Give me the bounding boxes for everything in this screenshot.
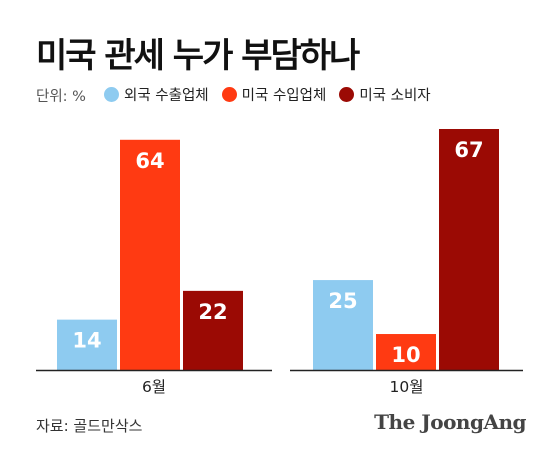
chart-title: 미국 관세 누가 부담하나 [36, 36, 360, 76]
bar-value-label-1-2: 67 [454, 138, 483, 162]
bar-1-2 [439, 129, 499, 370]
legend-label-us-importers: 미국 수입업체 [241, 88, 327, 104]
category-label-1: 10월 [390, 378, 424, 396]
legend-swatch-us-consumers [339, 87, 355, 102]
legend-swatch-foreign-exporters [104, 87, 119, 102]
legend-label-us-consumers: 미국 소비자 [359, 88, 431, 104]
bar-0-1 [120, 139, 180, 370]
bar-1-1 [376, 334, 436, 370]
category-label-0: 6월 [142, 378, 166, 396]
bar-value-label-1-1: 10 [391, 343, 420, 367]
legend-item-foreign-exporters: 외국 수출업체 [104, 84, 209, 105]
legend-item-us-consumers: 미국 소비자 [339, 84, 431, 105]
legend-item-us-importers: 미국 수입업체 [221, 84, 327, 105]
brand-logo: The JoongAng [374, 410, 526, 434]
source-note: 자료: 골드만삭스 [36, 417, 143, 435]
bar-value-label-1-0: 25 [328, 289, 357, 313]
legend: 외국 수출업체 미국 수입업체 미국 소비자 [104, 84, 444, 105]
bar-0-2 [183, 290, 243, 370]
legend-swatch-us-importers [221, 87, 237, 102]
bar-value-label-0-2: 22 [198, 300, 227, 324]
bar-1-0 [313, 280, 373, 370]
bar-0-0 [57, 319, 117, 370]
bar-value-label-0-0: 14 [72, 329, 101, 353]
unit-label: 단위: % [36, 89, 86, 105]
legend-label-foreign-exporters: 외국 수출업체 [124, 88, 209, 104]
bar-value-label-0-1: 64 [135, 149, 164, 173]
